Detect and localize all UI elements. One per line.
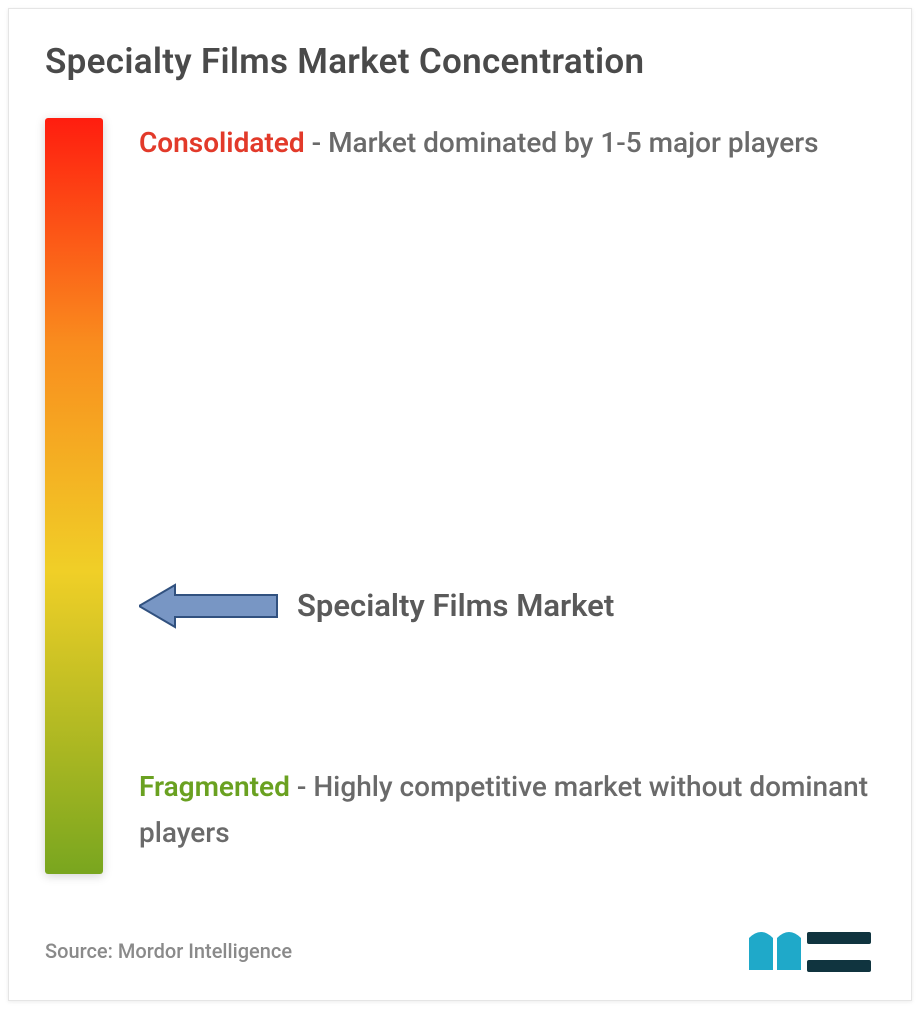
card-title: Specialty Films Market Concentration — [45, 41, 875, 82]
labels-column: Consolidated - Market dominated by 1-5 m… — [139, 118, 875, 874]
market-label: Specialty Films Market — [297, 587, 614, 624]
arrow-left-icon — [139, 583, 279, 629]
concentration-gradient-bar — [45, 118, 103, 874]
consolidated-highlight: Consolidated — [139, 126, 305, 159]
consolidated-label: Consolidated - Market dominated by 1-5 m… — [139, 120, 819, 166]
mordor-logo-icon — [747, 926, 875, 976]
source-text: Source: Mordor Intelligence — [45, 939, 292, 963]
market-position-indicator: Specialty Films Market — [139, 583, 614, 629]
card-body: Consolidated - Market dominated by 1-5 m… — [45, 118, 875, 922]
fragmented-label: Fragmented - Highly competitive market w… — [139, 764, 875, 856]
concentration-card: Specialty Films Market Concentration Con… — [8, 8, 912, 1001]
fragmented-highlight: Fragmented — [139, 770, 290, 803]
consolidated-desc: - Market dominated by 1-5 major players — [312, 126, 819, 159]
brand-logo — [747, 926, 875, 976]
card-footer: Source: Mordor Intelligence — [45, 922, 875, 976]
